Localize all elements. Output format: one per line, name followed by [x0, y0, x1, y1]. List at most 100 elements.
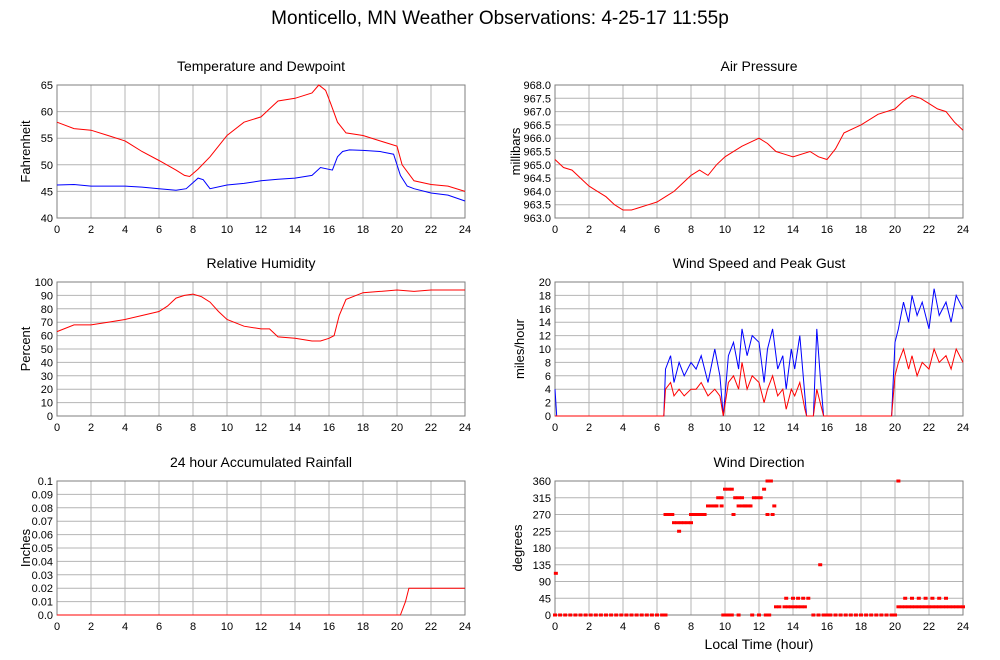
wind-direction-point — [782, 605, 787, 609]
y-tick-label: 965.0 — [523, 160, 551, 172]
wind-direction-point — [729, 613, 734, 617]
x-tick-label: 6 — [156, 422, 162, 434]
y-tick-label: 4 — [545, 384, 551, 396]
x-tick-label: 4 — [122, 422, 128, 434]
y-tick-label: 70 — [41, 317, 53, 329]
y-tick-label: 965.5 — [523, 147, 551, 159]
wind-direction-point — [933, 605, 938, 609]
wind-direction-point — [765, 479, 770, 483]
wind-direction-point — [796, 596, 801, 600]
wind-direction-point — [678, 521, 683, 525]
x-tick-label: 4 — [122, 224, 128, 236]
wind-direction-point — [702, 513, 707, 516]
chart-title: Temperature and Dewpoint — [177, 58, 345, 74]
x-tick-label: 0 — [54, 621, 60, 633]
x-tick-label: 14 — [787, 224, 799, 236]
wind-direction-point — [923, 596, 928, 600]
wind-direction-point — [709, 504, 714, 508]
plot-frame — [554, 84, 964, 219]
x-tick-label: 6 — [156, 621, 162, 633]
wind-direction-point — [670, 513, 675, 516]
wind-direction-point — [784, 596, 789, 600]
wind-direction-point — [777, 605, 782, 609]
wind-direction-point — [762, 487, 767, 491]
wind-direction-point — [944, 605, 948, 609]
wind-direction-point — [649, 613, 654, 617]
wind-direction-point — [927, 605, 931, 609]
wind-direction-point — [716, 496, 721, 500]
series-line-0 — [554, 95, 964, 211]
y-tick-label: 50 — [41, 344, 53, 356]
x-tick-label: 16 — [323, 422, 335, 434]
x-tick-label: 10 — [719, 422, 731, 434]
wind-direction-point — [763, 613, 768, 617]
y-tick-label: 30 — [41, 371, 53, 383]
series-line-1 — [555, 347, 964, 417]
wind-direction-point — [818, 563, 823, 567]
x-tick-label: 22 — [923, 422, 935, 434]
y-tick-label: 20 — [539, 277, 551, 289]
wind-direction-point — [903, 596, 908, 600]
wind-direction-point — [848, 613, 853, 617]
wind-direction-point — [879, 613, 884, 617]
x-tick-label: 20 — [391, 621, 403, 633]
wind-direction-point — [743, 504, 748, 508]
wind-direction-point — [802, 605, 807, 609]
plot-frame — [56, 84, 466, 219]
wind-direction-point — [609, 613, 614, 617]
wind-direction-point — [884, 613, 889, 617]
wind-direction-point — [629, 613, 634, 617]
wind-direction-point — [699, 513, 704, 516]
y-tick-label: 0.05 — [32, 543, 53, 555]
x-tick-label: 10 — [719, 224, 731, 236]
wind-direction-point — [896, 479, 901, 483]
x-tick-label: 18 — [855, 621, 867, 633]
wind-direction-point — [723, 487, 727, 491]
y-tick-label: 225 — [533, 526, 551, 538]
x-tick-label: 20 — [391, 422, 403, 434]
y-tick-label: 0.1 — [38, 476, 53, 488]
wind-direction-point — [740, 504, 744, 508]
chart-temp: 0 2 4 6 8 10 12 14 16 18 20 22 24404550556065Tempera… — [18, 58, 471, 236]
x-tick-label: 16 — [821, 224, 833, 236]
chart-title: 24 hour Accumulated Rainfall — [170, 454, 352, 470]
x-tick-label: 12 — [255, 224, 267, 236]
y-tick-label: 0.09 — [32, 489, 53, 501]
y-tick-label: 60 — [41, 107, 53, 119]
wind-direction-point — [801, 596, 806, 600]
wind-direction-point — [816, 613, 821, 617]
x-tick-label: 24 — [459, 422, 471, 434]
y-tick-label: 80 — [41, 304, 53, 316]
wind-direction-point — [714, 504, 719, 508]
x-tick-label: 2 — [586, 422, 592, 434]
x-tick-label: 18 — [357, 422, 369, 434]
y-tick-label: 0.0 — [38, 610, 53, 622]
chart-title: Wind Direction — [713, 454, 804, 470]
wind-direction-point — [950, 605, 955, 609]
x-tick-label: 24 — [459, 621, 471, 633]
x-tick-label: 12 — [255, 422, 267, 434]
wind-direction-point — [677, 529, 682, 533]
wind-direction-point — [799, 605, 804, 609]
wind-direction-point — [624, 613, 629, 617]
x-tick-label: 2 — [88, 224, 94, 236]
x-tick-label: 12 — [753, 621, 765, 633]
wind-direction-point — [660, 613, 665, 617]
wind-direction-point — [940, 605, 945, 609]
chart-humidity: 0 2 4 6 8 10 12 14 16 18 20 22 240102030405060708090… — [18, 255, 471, 434]
wind-direction-point — [859, 613, 863, 617]
wind-direction-point — [740, 496, 744, 500]
wind-direction-point — [768, 479, 773, 483]
wind-direction-point — [906, 605, 911, 609]
wind-direction-point — [598, 613, 603, 617]
wind-direction-point — [614, 613, 619, 617]
y-tick-label: 40 — [41, 213, 53, 225]
wind-direction-point — [853, 613, 858, 617]
wind-direction-point — [864, 613, 869, 617]
y-tick-label: 90 — [41, 290, 53, 302]
wind-direction-point — [833, 613, 838, 617]
wind-direction-point — [765, 513, 770, 516]
wind-direction-point — [806, 596, 811, 600]
wind-direction-point — [748, 504, 753, 508]
wind-direction-point — [757, 613, 761, 617]
